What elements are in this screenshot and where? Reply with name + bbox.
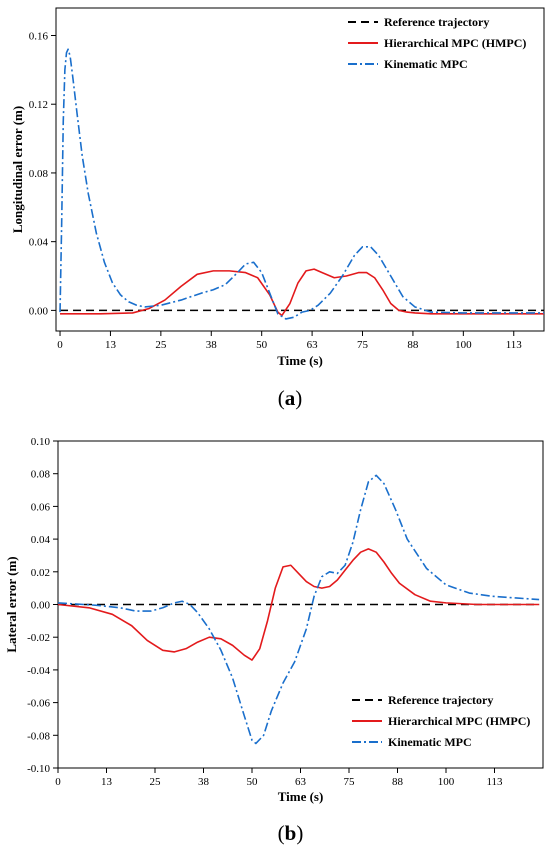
chart-panel-2: 0 13 25 38 50 63 75 88 100 113 -0.10 -0.08 -0.06 -0.0… xyxy=(4,436,544,845)
x-tick-label: 38 xyxy=(198,776,210,788)
plot-frame xyxy=(55,7,545,332)
legend-label-1: Reference trajectory xyxy=(388,693,493,707)
legend-label-3: Kinematic MPC xyxy=(388,735,472,749)
legend-label-1: Reference trajectory xyxy=(384,15,489,29)
x-tick-label: 113 xyxy=(486,776,503,788)
x-tick-label: 75 xyxy=(357,339,369,351)
y-axis-title: Longitudinal error (m) xyxy=(10,106,25,233)
y-tick-label: 0.12 xyxy=(29,99,48,111)
legend-label-2: Hierarchical MPC (HMPC) xyxy=(388,714,530,728)
y-tick-label: 0.08 xyxy=(29,168,49,180)
y-tick-label: 0.00 xyxy=(31,600,51,612)
x-tick-label: 88 xyxy=(392,776,404,788)
x-tick-label: 63 xyxy=(307,339,319,351)
y-axis-title: Lateral error (m) xyxy=(4,556,19,652)
panel-label: (b) xyxy=(278,821,304,845)
y-tick-label: 0.06 xyxy=(31,501,51,513)
x-tick-label: 100 xyxy=(438,776,455,788)
x-tick-label: 0 xyxy=(55,776,61,788)
x-tick-label: 113 xyxy=(506,339,523,351)
x-tick-label: 25 xyxy=(150,776,162,788)
x-tick-label: 25 xyxy=(155,339,167,351)
y-tick-label: -0.08 xyxy=(27,730,50,742)
y-tick-label: -0.06 xyxy=(27,698,50,710)
x-tick-label: 50 xyxy=(247,776,259,788)
panel-label: (a) xyxy=(278,386,303,410)
x-tick-label: 50 xyxy=(256,339,268,351)
legend-label-2: Hierarchical MPC (HMPC) xyxy=(384,36,526,50)
x-tick-label: 13 xyxy=(101,776,113,788)
x-tick-label: 13 xyxy=(105,339,117,351)
y-tick-label: -0.04 xyxy=(27,665,50,677)
y-tick-label: 0.04 xyxy=(29,237,49,249)
x-axis-title: Time (s) xyxy=(278,789,324,804)
series-line-3 xyxy=(59,48,544,320)
y-tick-label: 0.02 xyxy=(31,567,50,579)
x-axis-title: Time (s) xyxy=(277,353,323,368)
y-tick-label: -0.02 xyxy=(27,632,50,644)
x-tick-label: 63 xyxy=(295,776,307,788)
series-line-2 xyxy=(58,548,540,661)
legend-label-3: Kinematic MPC xyxy=(384,57,468,71)
x-tick-label: 88 xyxy=(407,339,419,351)
y-tick-label: 0.16 xyxy=(29,30,49,42)
series-line-2 xyxy=(60,268,544,317)
x-tick-label: 0 xyxy=(57,339,63,351)
x-tick-label: 75 xyxy=(344,776,356,788)
chart-panel-1: 0 13 25 38 50 63 75 88 100 113 0.00 0.04 0.08 0.12 0.1… xyxy=(10,7,545,410)
y-tick-label: 0.04 xyxy=(31,534,51,546)
y-tick-label: 0.08 xyxy=(31,469,51,481)
y-tick-label: 0.00 xyxy=(29,305,49,317)
x-tick-label: 100 xyxy=(455,339,472,351)
x-tick-label: 38 xyxy=(206,339,218,351)
y-tick-label: -0.10 xyxy=(27,763,50,775)
series-line-3 xyxy=(58,474,540,745)
y-tick-label: 0.10 xyxy=(31,436,51,448)
